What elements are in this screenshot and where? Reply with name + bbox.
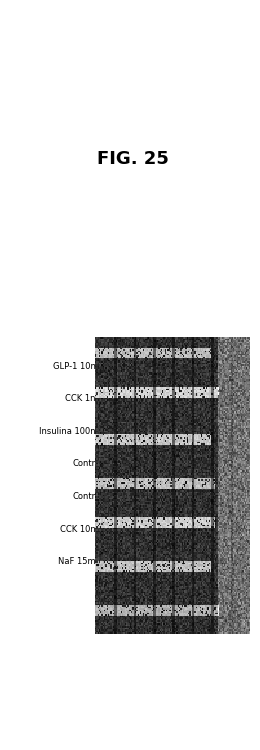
Text: FIG. 25: FIG. 25 — [97, 150, 169, 168]
Text: CCK 10nM: CCK 10nM — [60, 524, 103, 533]
Text: NaF 15mM: NaF 15mM — [58, 557, 103, 566]
Text: Control: Control — [73, 492, 103, 501]
Text: GLP-1 10nM: GLP-1 10nM — [53, 362, 103, 370]
Text: CCK 1nM: CCK 1nM — [65, 394, 103, 404]
Text: 21.5: 21.5 — [120, 598, 126, 613]
Text: kDa: kDa — [231, 607, 240, 623]
Text: Insulina 100nM: Insulina 100nM — [39, 427, 103, 436]
Text: 66: 66 — [170, 598, 176, 608]
Text: 220: 220 — [206, 598, 212, 611]
Text: 30: 30 — [132, 598, 138, 608]
Text: Control: Control — [73, 460, 103, 469]
Text: 97-: 97- — [181, 598, 187, 610]
Text: 14.5: 14.5 — [110, 598, 116, 613]
Text: 120: 120 — [193, 598, 200, 611]
Text: 46: 46 — [157, 598, 162, 607]
